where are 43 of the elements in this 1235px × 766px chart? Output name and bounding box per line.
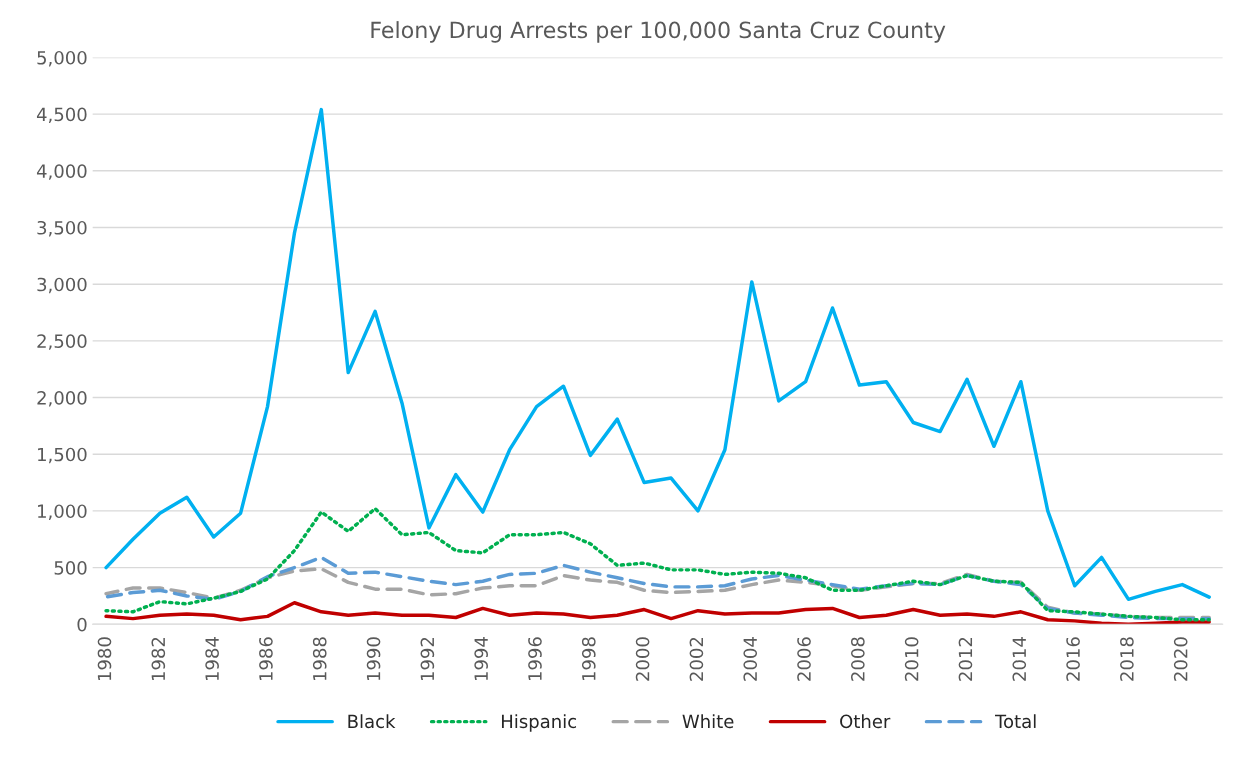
line-series <box>104 567 1211 620</box>
y-tick-label: 3,500 <box>37 220 87 237</box>
x-tick-label: 1996 <box>528 637 542 681</box>
x-tick-label: 1986 <box>259 637 273 681</box>
x-tick-label: 1992 <box>420 637 435 681</box>
x-tick-label: 2010 <box>904 637 919 681</box>
legend-label: White <box>682 714 734 729</box>
legend-label: Hispanic <box>502 714 577 732</box>
legend-label: Black <box>348 714 396 729</box>
x-tick-label: 2012 <box>958 637 973 681</box>
x-tick-label: 2020 <box>1173 637 1188 681</box>
line-series <box>104 107 1211 602</box>
y-tick-label: 2,000 <box>37 391 87 407</box>
x-tick-label: 2008 <box>851 637 865 681</box>
x-tick-label: 2002 <box>689 637 704 681</box>
line-series <box>104 506 1211 622</box>
x-tick-label: 1984 <box>205 637 219 681</box>
y-tick-label: 3,000 <box>37 277 87 294</box>
legend-label: Other <box>840 714 891 729</box>
y-tick-label: 5,000 <box>37 50 87 67</box>
chart-title: Felony Drug Arrests per 100,000 Santa Cruz County <box>371 21 946 43</box>
x-tick-label: 2000 <box>635 637 650 681</box>
y-tick-label: 500 <box>54 561 87 575</box>
x-tick-label: 2006 <box>797 637 811 681</box>
y-tick-label: 0 <box>77 617 87 632</box>
x-tick-label: 1988 <box>312 637 327 681</box>
y-tick-label: 2,500 <box>37 334 87 350</box>
y-tick-label: 4,500 <box>36 107 87 124</box>
line-series <box>104 601 1211 625</box>
x-tick-label: 1994 <box>474 637 488 681</box>
x-tick-label: 1980 <box>97 637 112 681</box>
x-tick-label: 1998 <box>581 637 596 681</box>
y-tick-label: 4,000 <box>36 164 87 180</box>
line-series <box>104 555 1211 621</box>
x-tick-label: 2016 <box>1066 637 1080 681</box>
x-tick-label: 2004 <box>743 637 758 681</box>
x-tick-label: 1990 <box>366 637 381 681</box>
legend-label: Total <box>995 714 1036 729</box>
y-tick-label: 1,000 <box>38 504 87 520</box>
y-tick-label: 1,500 <box>38 447 87 464</box>
x-tick-label: 2014 <box>1012 637 1027 681</box>
x-tick-label: 1982 <box>151 637 166 681</box>
x-tick-label: 2018 <box>1120 637 1134 681</box>
